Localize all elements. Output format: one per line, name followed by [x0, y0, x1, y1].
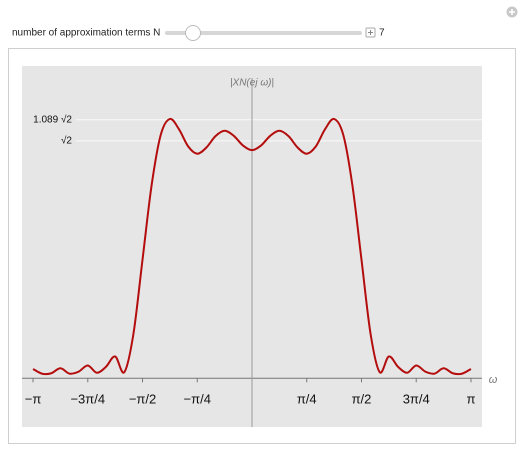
expand-icon [368, 30, 373, 35]
chart: 1.089 √2 √2 |XN(ej ω)| ω −π −3π/4 −π/2 −π/4 π/4 π… [22, 78, 498, 427]
x-tick-label: −π [25, 391, 42, 406]
x-axis-label: ω [489, 374, 498, 386]
x-tick-label: −π/2 [129, 391, 156, 406]
y-axis-label: |XN(ej ω)| [230, 78, 274, 89]
x-tick-label: −3π/4 [70, 391, 105, 406]
slider-knob[interactable] [185, 25, 201, 41]
x-tick-label: 3π/4 [403, 391, 430, 406]
y-tick-label: 1.089 √2 [33, 113, 72, 125]
control-value: 7 [379, 28, 385, 39]
options-icon [509, 9, 515, 15]
x-tick-label: π [466, 391, 475, 406]
slider-track[interactable] [165, 31, 362, 35]
y-tick-label: √2 [61, 134, 72, 146]
control-label: number of approximation terms N [12, 28, 160, 39]
x-tick-label: −π/4 [184, 391, 211, 406]
curve [32, 117, 472, 376]
x-tick-label: π/4 [297, 391, 317, 406]
x-tick-label: π/2 [352, 391, 372, 406]
